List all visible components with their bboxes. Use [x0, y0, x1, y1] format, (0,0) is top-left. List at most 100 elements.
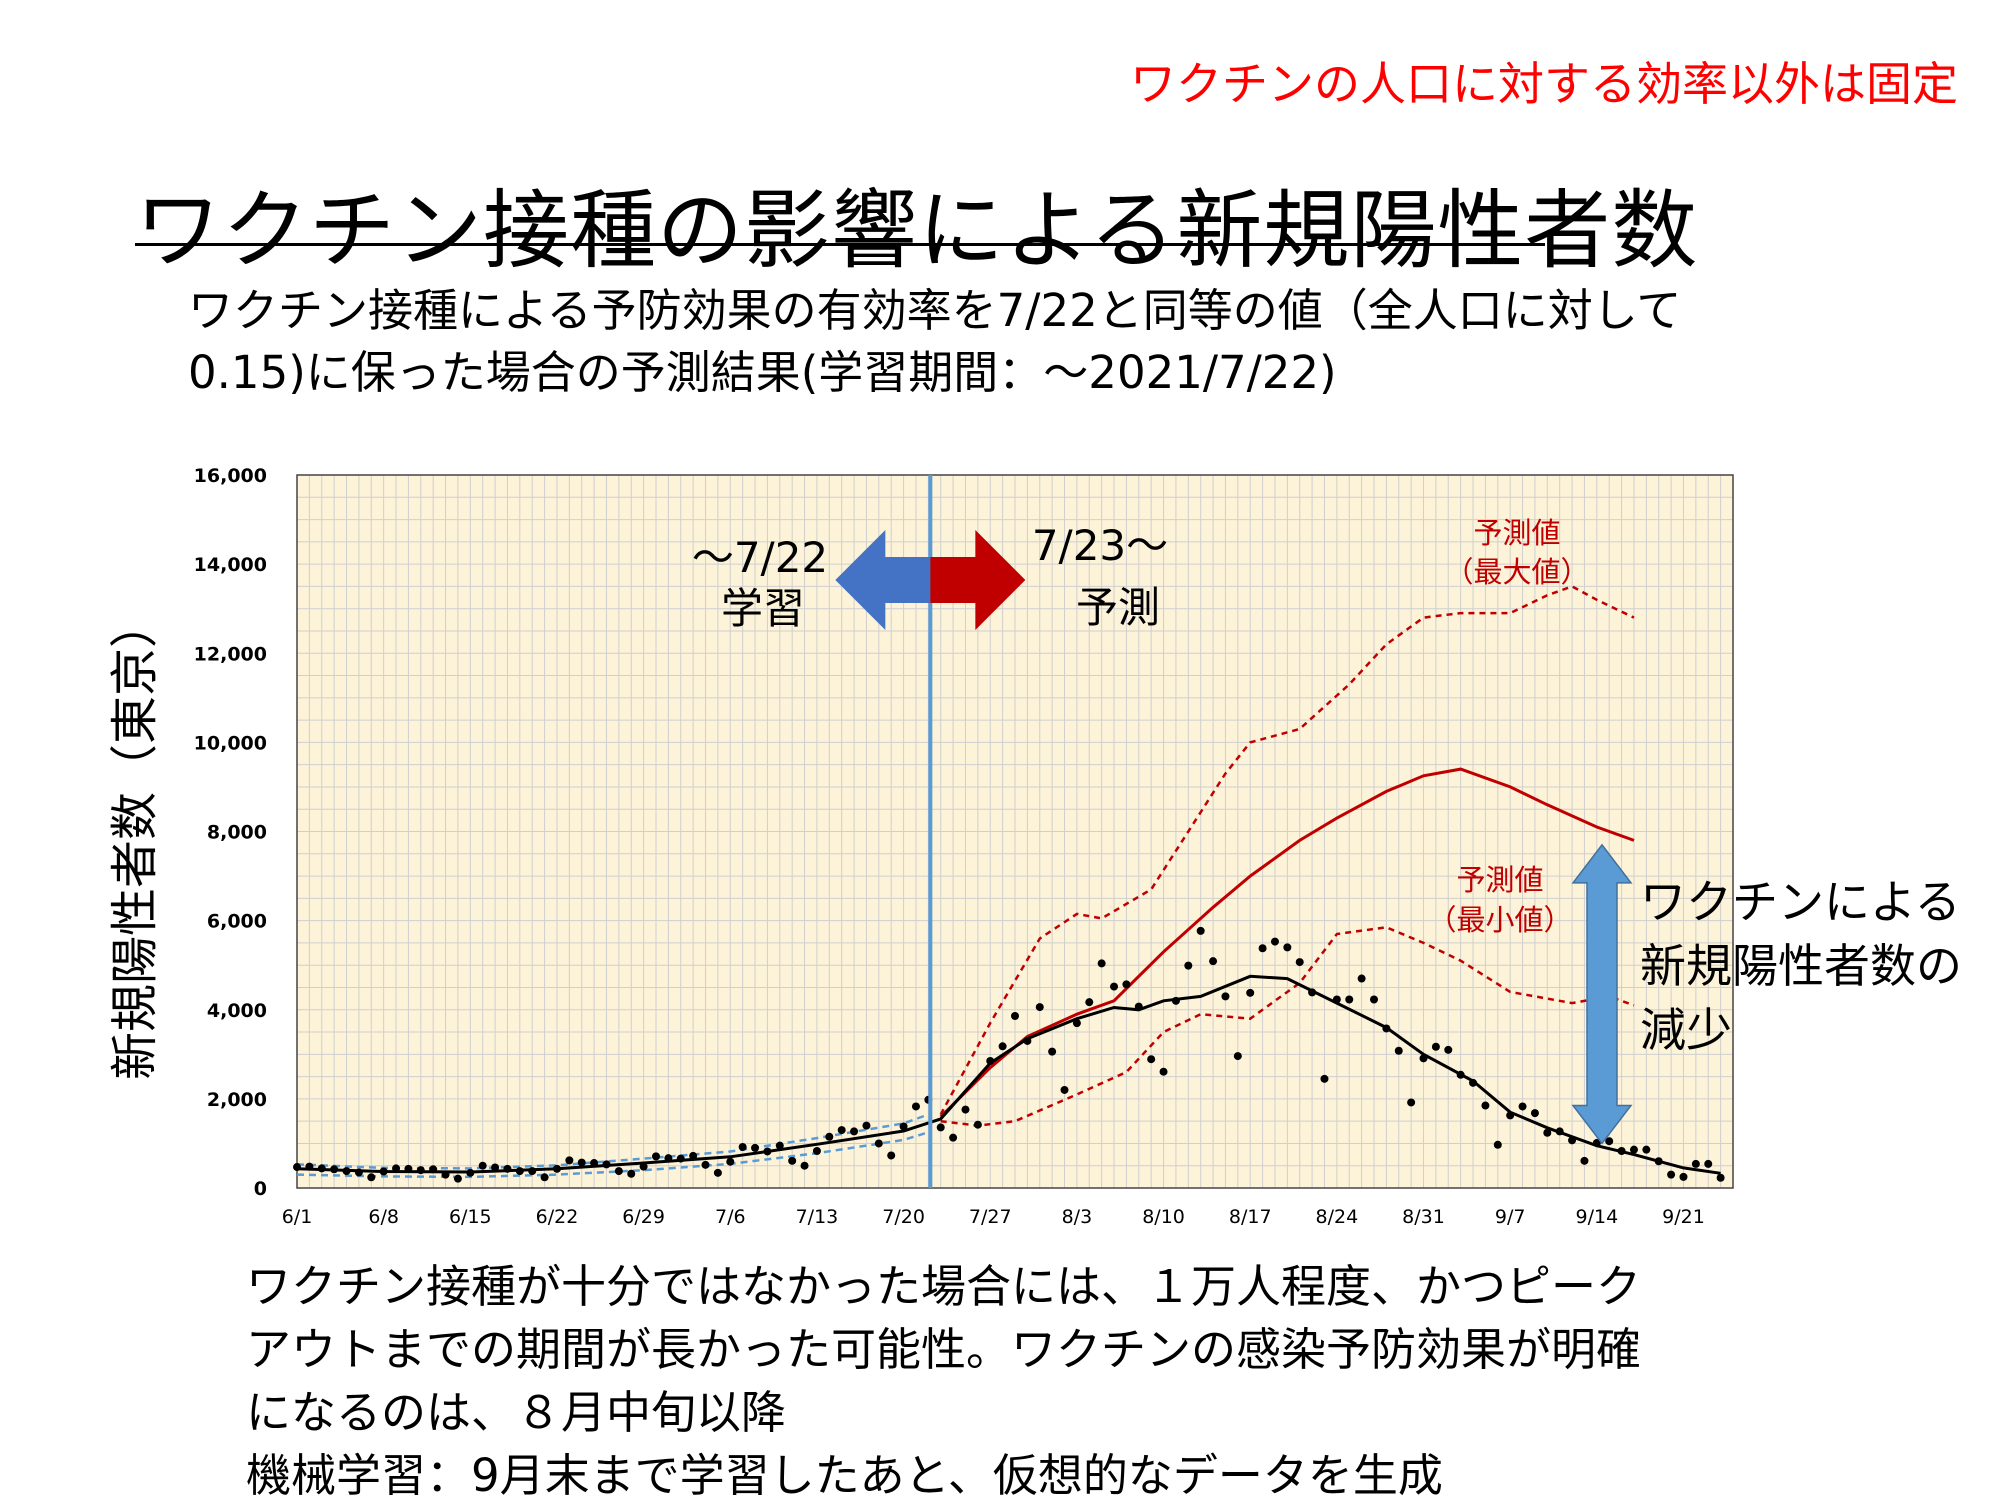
reduction-label-line-1: ワクチンによる: [1640, 875, 1961, 929]
observed-point: [825, 1132, 834, 1141]
observed-point: [1221, 992, 1230, 1001]
x-tick-label: 7/20: [882, 1206, 925, 1228]
min-prediction-sublabel: （最小値）: [1427, 903, 1572, 937]
observed-point: [936, 1123, 945, 1132]
y-tick-label: 6,000: [207, 911, 267, 933]
observed-point: [1320, 1074, 1329, 1083]
x-tick-label: 6/22: [536, 1206, 579, 1228]
observed-point: [1345, 995, 1354, 1004]
y-tick-label: 0: [254, 1178, 267, 1200]
observed-point: [1246, 988, 1255, 997]
conclusion-text: ワクチン接種が十分ではなかった場合には、１万人程度、かつピーク アウトまでの期間…: [246, 1255, 1641, 1507]
observed-point: [1357, 974, 1366, 983]
y-tick-label: 10,000: [194, 732, 267, 754]
fit-band-line: [296, 1113, 929, 1170]
observed-point: [949, 1133, 958, 1142]
observed-point: [367, 1173, 376, 1182]
observed-point: [726, 1157, 735, 1166]
observed-point: [453, 1174, 462, 1183]
observed-point: [652, 1152, 660, 1161]
observed-point: [1530, 1109, 1539, 1118]
x-tick-label: 8/24: [1316, 1206, 1359, 1228]
observed-point: [1270, 937, 1279, 946]
prediction-mid-line: [939, 767, 1635, 1118]
observed-point: [1060, 1085, 1069, 1094]
observed-point: [899, 1122, 908, 1131]
observed-point: [614, 1167, 623, 1176]
observed-point: [1667, 1170, 1676, 1179]
subtitle-line-2: 0.15)に保った場合の予測結果(学習期間：～2021/7/22): [188, 346, 1337, 399]
observed-point: [1196, 926, 1205, 935]
x-tick-label: 9/14: [1575, 1206, 1618, 1228]
y-tick-label: 8,000: [207, 822, 267, 844]
observed-point: [1394, 1046, 1403, 1055]
predict-arrow: [930, 530, 1026, 630]
observed-point: [800, 1161, 809, 1170]
x-tick-label: 6/8: [368, 1206, 399, 1228]
observed-point: [1295, 958, 1304, 967]
y-tick-label: 4,000: [207, 1000, 267, 1022]
conclusion-line-4: 機械学習：9月末まで学習したあと、仮想的なデータを生成: [246, 1449, 1443, 1502]
observed-point: [1209, 957, 1218, 966]
max-prediction-sublabel: （最大値）: [1444, 555, 1589, 589]
x-tick-label: 9/7: [1495, 1206, 1526, 1228]
observed-point: [1048, 1047, 1057, 1056]
observed-point: [491, 1163, 500, 1172]
observed-point: [998, 1042, 1007, 1051]
observed-point: [837, 1126, 846, 1135]
conclusion-line-3: になるのは、８月中旬以降: [246, 1386, 787, 1439]
y-tick-label: 16,000: [194, 465, 267, 487]
max-prediction-label: 予測値: [1473, 516, 1560, 550]
title-underline: [135, 243, 1545, 246]
observed-point: [1642, 1145, 1651, 1154]
observed-point: [1283, 943, 1292, 952]
observed-point: [1407, 1098, 1416, 1107]
observed-point: [1011, 1011, 1019, 1020]
observed-point: [887, 1151, 896, 1160]
x-tick-label: 6/29: [622, 1206, 665, 1228]
observed-point: [812, 1147, 821, 1156]
observed-point: [565, 1156, 574, 1165]
observed-point: [713, 1168, 722, 1177]
x-tick-label: 7/6: [715, 1206, 746, 1228]
predict-label: 予測: [1076, 583, 1160, 632]
observed-point: [961, 1105, 970, 1114]
observed-point: [1035, 1003, 1044, 1012]
observed-point: [738, 1143, 747, 1152]
observed-point: [1097, 959, 1106, 968]
x-tick-label: 6/15: [449, 1206, 492, 1228]
observed-point: [1580, 1156, 1589, 1165]
observed-point: [1370, 995, 1378, 1004]
cases-chart: 0 2,000 4,000 6,000 8,000 10,000 12,000 14,000 1…: [194, 465, 1962, 1228]
observed-point: [478, 1161, 487, 1170]
observed-point: [1122, 980, 1131, 989]
observed-point: [1085, 998, 1094, 1007]
observed-point: [911, 1102, 920, 1111]
observed-point: [1493, 1140, 1502, 1149]
learn-period-label: ～7/22: [692, 533, 828, 582]
slide-title: ワクチン接種の影響による新規陽性者数: [135, 181, 1699, 281]
observed-point: [850, 1127, 859, 1136]
fit-band-line: [296, 1131, 929, 1179]
observed-point: [627, 1169, 636, 1178]
observed-point: [1233, 1052, 1242, 1061]
x-tick-label: 7/27: [969, 1206, 1012, 1228]
reduction-label-line-3: 減少: [1640, 1003, 1732, 1057]
fixed-condition-note: ワクチンの人口に対する効率以外は固定: [1130, 57, 1958, 111]
observed-point: [701, 1160, 710, 1169]
observed-point: [1679, 1172, 1688, 1181]
x-tick-label: 8/31: [1402, 1206, 1445, 1228]
x-tick-label: 8/17: [1229, 1206, 1272, 1228]
observed-point: [1184, 961, 1193, 970]
x-tick-label: 9/21: [1662, 1206, 1705, 1228]
observed-point: [1629, 1145, 1638, 1154]
learn-label: 学習: [721, 584, 805, 633]
observed-point: [775, 1141, 784, 1150]
x-tick-label: 8/10: [1142, 1206, 1185, 1228]
y-tick-label: 12,000: [194, 643, 267, 665]
x-tick-label: 8/3: [1062, 1206, 1093, 1228]
observed-point: [1431, 1042, 1440, 1051]
observed-point: [1543, 1128, 1552, 1137]
observed-point: [1605, 1137, 1614, 1146]
x-tick-label: 6/1: [282, 1206, 313, 1228]
